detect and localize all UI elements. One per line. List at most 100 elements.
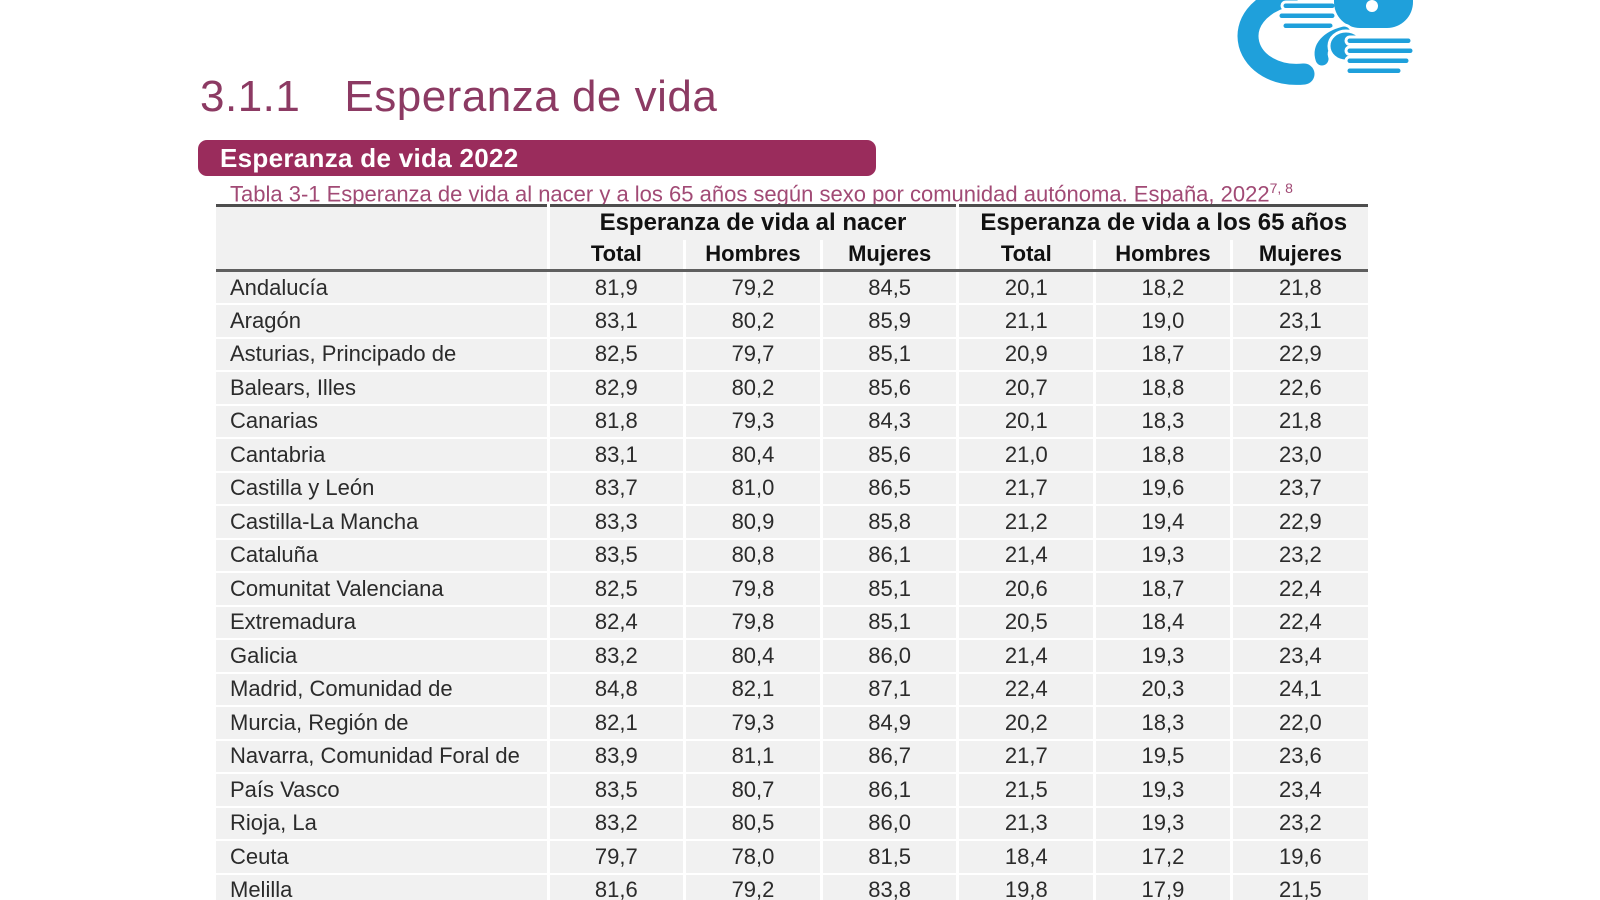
value-cell: 21,5: [956, 773, 1095, 808]
value-cell: 22,4: [1229, 605, 1368, 640]
value-cell: 18,3: [1093, 404, 1232, 439]
value-cell: 85,1: [819, 572, 958, 607]
value-cell: 22,6: [1229, 371, 1368, 406]
value-cell: 81,6: [546, 873, 685, 900]
value-cell: 85,6: [819, 371, 958, 406]
value-cell: 80,4: [683, 438, 822, 473]
hands-logo: [1237, 0, 1423, 85]
table-row: Rioja, La 83,2 80,5 86,0 21,3 19,3 23,2: [216, 806, 1368, 841]
value-cell: 85,1: [819, 337, 958, 372]
value-cell: 80,5: [683, 806, 822, 841]
value-cell: 21,8: [1229, 270, 1368, 305]
table-row: Castilla-La Mancha 83,3 80,9 85,8 21,2 19,4 22…: [216, 505, 1368, 540]
life-expectancy-table: Esperanza de vida al nacer Esperanza de …: [216, 204, 1368, 900]
value-cell: 80,4: [683, 639, 822, 674]
value-cell: 19,3: [1093, 538, 1232, 573]
table-row: Ceuta 79,7 78,0 81,5 18,4 17,2 19,6: [216, 840, 1368, 875]
value-cell: 84,3: [819, 404, 958, 439]
value-cell: 23,7: [1229, 471, 1368, 506]
table-row: Aragón 83,1 80,2 85,9 21,1 19,0 23,1: [216, 304, 1368, 339]
value-cell: 84,8: [546, 672, 685, 707]
region-name: Extremadura: [216, 605, 548, 640]
table-row: Cantabria 83,1 80,4 85,6 21,0 18,8 23,0: [216, 438, 1368, 473]
region-name: Galicia: [216, 639, 548, 674]
value-cell: 81,5: [819, 840, 958, 875]
value-cell: 86,1: [819, 773, 958, 808]
value-cell: 21,4: [956, 538, 1095, 573]
value-cell: 80,2: [683, 304, 822, 339]
value-cell: 82,1: [546, 706, 685, 741]
table-row: Asturias, Principado de 82,5 79,7 85,1 20,9 1…: [216, 337, 1368, 372]
table-caption-text: Tabla 3-1 Esperanza de vida al nacer y a…: [230, 181, 1270, 207]
value-cell: 83,5: [546, 538, 685, 573]
value-cell: 20,5: [956, 605, 1095, 640]
value-cell: 86,1: [819, 538, 958, 573]
value-cell: 85,6: [819, 438, 958, 473]
value-cell: 21,5: [1229, 873, 1368, 900]
value-cell: 18,2: [1093, 270, 1232, 305]
value-cell: 20,6: [956, 572, 1095, 607]
region-name: Murcia, Región de: [216, 706, 548, 741]
value-cell: 84,9: [819, 706, 958, 741]
value-cell: 79,7: [683, 337, 822, 372]
table-row: País Vasco 83,5 80,7 86,1 21,5 19,3 23,4: [216, 773, 1368, 808]
value-cell: 83,2: [546, 639, 685, 674]
caption-footnote: 7, 8: [1269, 180, 1293, 196]
banner-title: Esperanza de vida 2022: [220, 142, 519, 173]
value-cell: 80,9: [683, 505, 822, 540]
value-cell: 22,9: [1229, 505, 1368, 540]
value-cell: 23,4: [1229, 773, 1368, 808]
value-cell: 19,4: [1093, 505, 1232, 540]
value-cell: 24,1: [1229, 672, 1368, 707]
value-cell: 21,7: [956, 739, 1095, 774]
value-cell: 20,1: [956, 270, 1095, 305]
col-header-hombres-65: Hombres: [1093, 239, 1232, 272]
value-cell: 82,9: [546, 371, 685, 406]
value-cell: 21,4: [956, 639, 1095, 674]
value-cell: 84,5: [819, 270, 958, 305]
group-header-birth: Esperanza de vida al nacer: [546, 205, 958, 240]
table-row: Andalucía 81,9 79,2 84,5 20,1 18,2 21,8: [216, 270, 1368, 305]
value-cell: 83,1: [546, 438, 685, 473]
value-cell: 79,8: [683, 605, 822, 640]
region-name: Andalucía: [216, 270, 548, 305]
region-column-header: [216, 205, 548, 272]
col-header-total-birth: Total: [546, 239, 685, 272]
value-cell: 83,1: [546, 304, 685, 339]
value-cell: 81,1: [683, 739, 822, 774]
value-cell: 82,5: [546, 572, 685, 607]
table-row: Murcia, Región de 82,1 79,3 84,9 20,2 18,3 22,…: [216, 706, 1368, 741]
section-title: Esperanza de vida: [344, 72, 718, 121]
value-cell: 79,2: [683, 270, 822, 305]
value-cell: 80,7: [683, 773, 822, 808]
banner: Esperanza de vida 2022: [198, 140, 876, 176]
region-name: Balears, Illes: [216, 371, 548, 406]
value-cell: 21,0: [956, 438, 1095, 473]
value-cell: 21,7: [956, 471, 1095, 506]
table-row: Canarias 81,8 79,3 84,3 20,1 18,3 21,8: [216, 404, 1368, 439]
table-row: Madrid, Comunidad de 84,8 82,1 87,1 22,4 20,3…: [216, 672, 1368, 707]
region-name: Rioja, La: [216, 806, 548, 841]
region-name: Castilla y León: [216, 471, 548, 506]
col-header-mujeres-birth: Mujeres: [819, 239, 958, 272]
table-row: Navarra, Comunidad Foral de 83,9 81,1 86,7 2…: [216, 739, 1368, 774]
value-cell: 86,7: [819, 739, 958, 774]
table-row: Galicia 83,2 80,4 86,0 21,4 19,3 23,4: [216, 639, 1368, 674]
group-header-65: Esperanza de vida a los 65 años: [956, 205, 1368, 240]
region-name: Asturias, Principado de: [216, 337, 548, 372]
value-cell: 18,8: [1093, 438, 1232, 473]
value-cell: 85,8: [819, 505, 958, 540]
value-cell: 86,5: [819, 471, 958, 506]
value-cell: 22,9: [1229, 337, 1368, 372]
region-name: Comunitat Valenciana: [216, 572, 548, 607]
value-cell: 21,1: [956, 304, 1095, 339]
value-cell: 81,8: [546, 404, 685, 439]
region-name: Cataluña: [216, 538, 548, 573]
table-body: Andalucía 81,9 79,2 84,5 20,1 18,2 21,8 Aragón 8…: [216, 270, 1368, 900]
value-cell: 79,3: [683, 404, 822, 439]
value-cell: 21,3: [956, 806, 1095, 841]
table-header: Esperanza de vida al nacer Esperanza de …: [216, 205, 1368, 272]
sub-header-row: Total Hombres Mujeres Total Hombres Muje…: [216, 239, 1368, 272]
value-cell: 85,1: [819, 605, 958, 640]
